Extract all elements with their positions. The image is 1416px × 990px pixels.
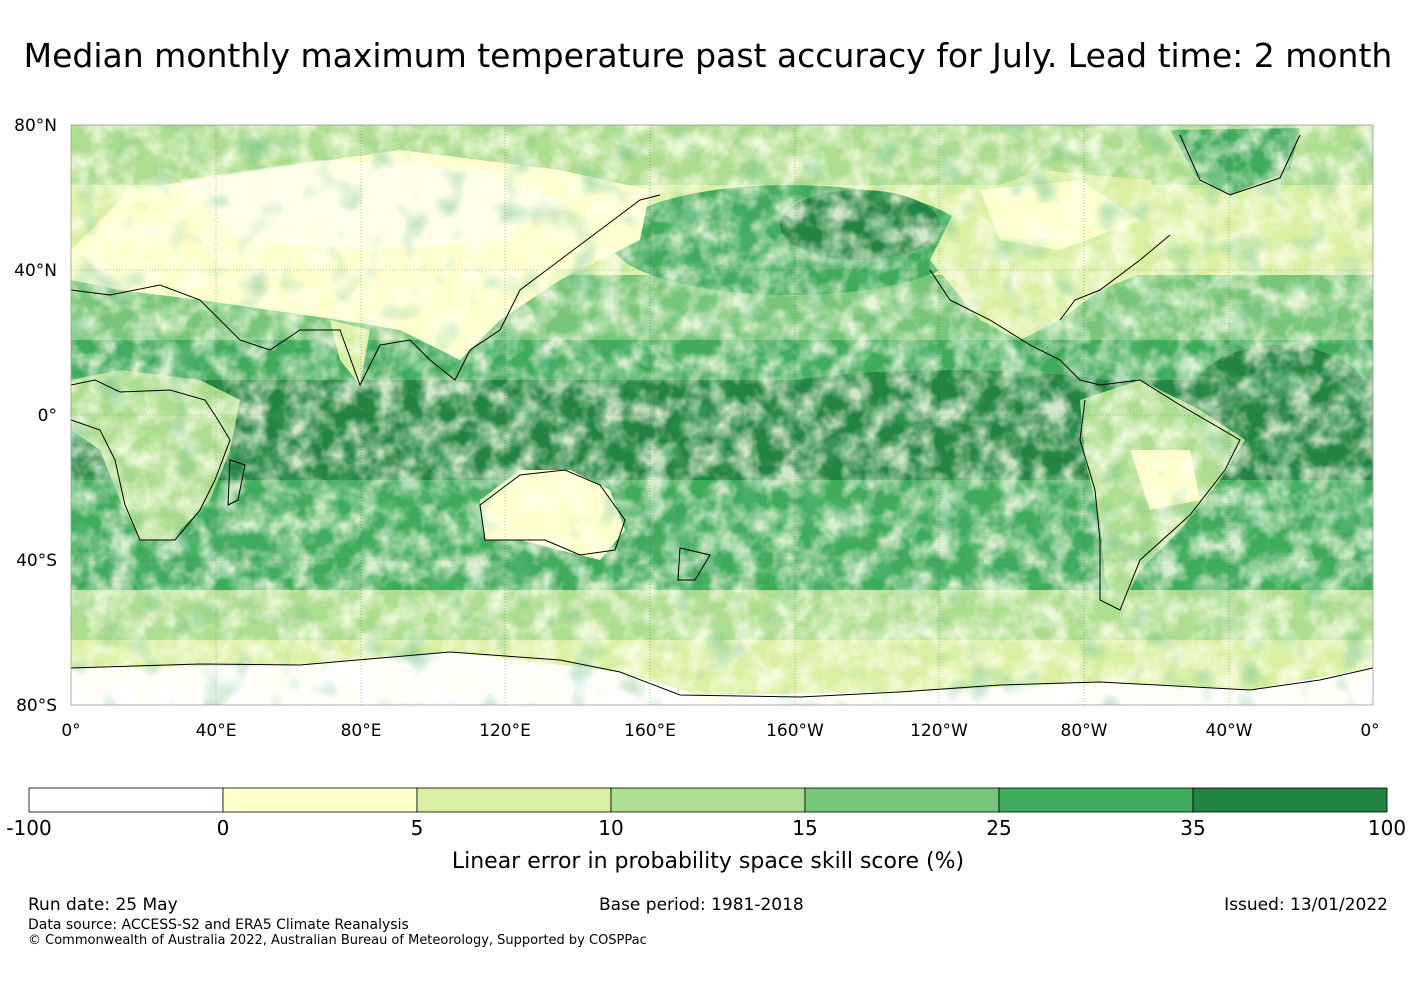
colorbar-swatch <box>28 787 224 813</box>
lon-label: 120°E <box>479 721 531 741</box>
colorbar-swatch <box>222 787 418 813</box>
colorbar-tick: 100 <box>1368 816 1406 840</box>
lon-label: 120°W <box>910 721 968 741</box>
colorbar-tick: 35 <box>1180 816 1205 840</box>
colorbar-tick: 0 <box>217 816 230 840</box>
colorbar-swatch <box>804 787 1000 813</box>
coastlines <box>71 134 1373 698</box>
data-source: Data source: ACCESS-S2 and ERA5 Climate … <box>28 917 409 933</box>
map-title: Median monthly maximum temperature past … <box>23 36 1393 75</box>
lat-label: 0° <box>38 406 57 426</box>
lat-label: 40°N <box>14 261 57 281</box>
lon-label: 0° <box>61 721 80 741</box>
base-period: Base period: 1981-2018 <box>599 895 804 915</box>
lon-label: 80°W <box>1061 721 1108 741</box>
colorbar-tick: 15 <box>792 816 817 840</box>
lon-label: 40°E <box>196 721 237 741</box>
lon-label: 80°E <box>341 721 382 741</box>
lon-label: 160°E <box>624 721 676 741</box>
run-date: Run date: 25 May <box>28 895 178 915</box>
colorbar-tick: 25 <box>986 816 1011 840</box>
graticule <box>71 125 1373 705</box>
colorbar-swatch <box>1192 787 1388 813</box>
lat-label: 80°S <box>16 696 57 716</box>
colorbar-swatch <box>416 787 612 813</box>
colorbar-tick: 10 <box>598 816 623 840</box>
issued-date: Issued: 13/01/2022 <box>1224 895 1388 915</box>
lon-label: 40°W <box>1206 721 1253 741</box>
colorbar-swatch <box>998 787 1194 813</box>
latitude-labels: 80°N 40°N 0° 40°S 80°S <box>14 116 57 716</box>
lat-label: 40°S <box>16 551 57 571</box>
colorbar <box>28 787 1388 813</box>
skill-score-map: 80°N 40°N 0° 40°S 80°S 0° 40°E 80°E 120°… <box>6 116 1406 874</box>
lat-label: 80°N <box>14 116 57 136</box>
colorbar-tick: -100 <box>6 816 51 840</box>
map-frame <box>70 124 1374 706</box>
colorbar-ticks: -100 0 5 10 15 25 35 100 <box>6 816 1406 840</box>
copyright: © Commonwealth of Australia 2022, Austra… <box>28 933 647 948</box>
colorbar-swatch <box>610 787 806 813</box>
longitude-labels: 0° 40°E 80°E 120°E 160°E 160°W 120°W 80°… <box>61 721 1379 741</box>
colorbar-label: Linear error in probability space skill … <box>452 849 964 874</box>
lon-label: 160°W <box>766 721 824 741</box>
lon-label: 0° <box>1360 721 1379 741</box>
colorbar-tick: 5 <box>411 816 424 840</box>
